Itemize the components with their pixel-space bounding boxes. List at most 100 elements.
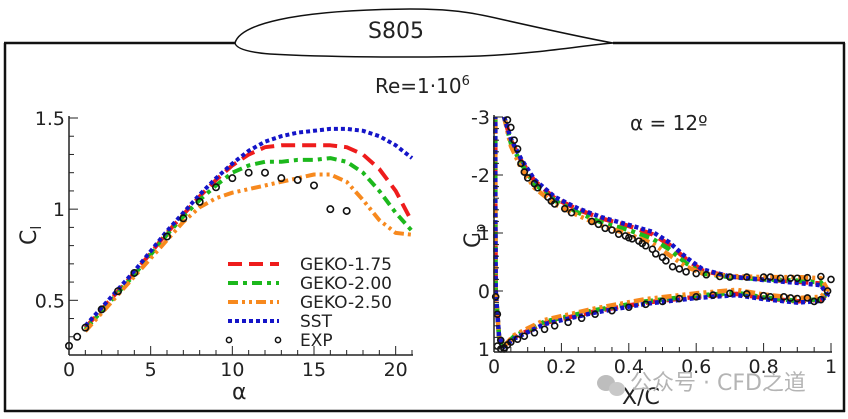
lift-series-geko-2-50 xyxy=(83,172,413,333)
pressure-x-tick-label: 1 xyxy=(825,356,837,378)
watermark: 公众号 · CFD之道 xyxy=(597,371,806,396)
pressure-exp-point xyxy=(567,208,576,217)
pressure-exp-point xyxy=(624,233,633,242)
legend-label: GEKO-1.75 xyxy=(300,255,392,275)
pressure-exp-point xyxy=(759,291,768,300)
pressure-exp-point xyxy=(726,273,734,281)
pressure-exp-point xyxy=(766,292,775,301)
pressure-exp-point xyxy=(668,262,677,271)
pressure-x-axis-title: X/C xyxy=(622,385,660,410)
pressure-exp-point xyxy=(550,321,559,330)
pressure-x-tick-label: 0.2 xyxy=(546,356,576,378)
lift-exp-point xyxy=(179,214,188,223)
pressure-exp-point xyxy=(651,250,660,258)
pressure-y-tick-label: 0 xyxy=(478,281,490,303)
lift-y-tick-label: 0.5 xyxy=(35,290,65,312)
lift-x-tick-label: 5 xyxy=(145,359,157,381)
lift-exp-point xyxy=(277,174,286,183)
legend-item-geko-1-75: GEKO-1.75 xyxy=(228,255,392,275)
lift-exp-point xyxy=(195,197,204,206)
reynolds-label: Re=1·106 xyxy=(375,74,470,98)
pressure-exp-point xyxy=(513,335,522,343)
lift-y-axis-title-text: Cl xyxy=(17,226,45,245)
pressure-axes: 0 0.2 0.4 0.6 0.8 1-3-2-101 xyxy=(471,107,837,378)
pressure-exp-point xyxy=(641,300,650,309)
pressure-exp-point xyxy=(780,292,788,301)
lift-exp-point xyxy=(130,268,139,277)
pressure-series-sst xyxy=(493,116,830,349)
lift-y-axis-sub: l xyxy=(29,226,45,230)
pressure-exp-point xyxy=(507,338,515,346)
lift-series-geko-1-75 xyxy=(83,143,414,330)
pressure-y-axis-title-text: Cp xyxy=(461,224,489,248)
lift-y-axis-main: C xyxy=(17,230,42,245)
figure-frame xyxy=(3,41,846,413)
pressure-exp-point xyxy=(517,159,525,168)
pressure-exp-point xyxy=(692,292,701,301)
legend-item-geko-2-00: GEKO-2.00 xyxy=(228,274,392,294)
lift-exp-point xyxy=(212,183,221,192)
pressure-exp-point xyxy=(726,289,734,298)
pressure-exp-point xyxy=(702,270,711,279)
reynolds-exponent: 6 xyxy=(462,74,470,89)
lift-exp-point xyxy=(309,181,318,190)
airfoil-shape xyxy=(234,8,614,58)
pressure-exp-point xyxy=(766,273,775,281)
pressure-series-geko-2-00 xyxy=(493,116,830,349)
pressure-series-geko-2-50 xyxy=(493,116,830,349)
airfoil-label: S805 xyxy=(368,19,424,44)
lift-exp-point xyxy=(97,305,106,314)
pressure-exp-point xyxy=(510,136,519,144)
pressure-exp-point xyxy=(608,306,616,315)
lift-x-axis-title: α xyxy=(232,380,247,405)
pressure-exp-point xyxy=(628,235,636,243)
pressure-y-tick-label: -3 xyxy=(471,107,490,129)
watermark-text: 公众号 · CFD之道 xyxy=(630,371,806,396)
pressure-x-tick-label: 0 xyxy=(488,356,500,378)
pressure-exp-point xyxy=(520,332,529,341)
lift-exp-point xyxy=(260,168,269,177)
legend-label: EXP xyxy=(300,331,333,351)
pressure-exp-point xyxy=(601,224,610,233)
legend-label: GEKO-2.50 xyxy=(300,293,392,313)
pressure-exp-point xyxy=(564,318,572,327)
lift-exp-point xyxy=(228,174,237,183)
pressure-series-exp xyxy=(491,116,835,353)
pressure-x-tick-label: 0.6 xyxy=(681,356,711,378)
pressure-exp-point xyxy=(560,204,569,213)
pressure-exp-point xyxy=(513,145,522,153)
pressure-exp-point xyxy=(692,269,701,278)
pressure-y-tick-label: 1 xyxy=(478,339,490,361)
pressure-exp-point xyxy=(776,274,785,283)
pressure-y-axis-sub: p xyxy=(473,224,489,233)
pressure-exp-point xyxy=(523,174,532,182)
pressure-exp-point xyxy=(534,183,542,192)
legend-label: GEKO-2.00 xyxy=(300,274,392,294)
pressure-exp-point xyxy=(793,274,802,283)
lift-x-tick-label: 15 xyxy=(302,359,326,381)
lift-series-sst xyxy=(83,126,414,328)
pressure-exp-point xyxy=(817,295,825,304)
pressure-series-geko-1-75 xyxy=(493,116,830,349)
lift-series-group xyxy=(65,126,414,350)
pressure-exp-point xyxy=(530,328,539,337)
pressure-exp-point xyxy=(594,220,603,229)
pressure-exp-point xyxy=(496,336,505,345)
lift-x-tick-label: 0 xyxy=(63,359,75,381)
lift-x-tick-label: 20 xyxy=(384,359,408,381)
lift-y-axis-title: Cl xyxy=(17,226,45,245)
pressure-exp-point xyxy=(817,272,825,281)
pressure-exp-point xyxy=(827,275,835,284)
pressure-exp-point xyxy=(587,217,596,226)
pressure-exp-point xyxy=(507,123,515,132)
pressure-exp-point xyxy=(675,294,684,303)
reynolds-text: Re=1·10 xyxy=(375,74,462,98)
lift-exp-point xyxy=(326,205,335,214)
pressure-exp-point xyxy=(682,268,690,276)
pressure-exp-point xyxy=(675,265,684,273)
lift-y-tick-label: 1 xyxy=(53,199,65,221)
pressure-y-tick-label: -1 xyxy=(471,223,490,245)
pressure-chart-title: α = 12º xyxy=(630,111,708,135)
